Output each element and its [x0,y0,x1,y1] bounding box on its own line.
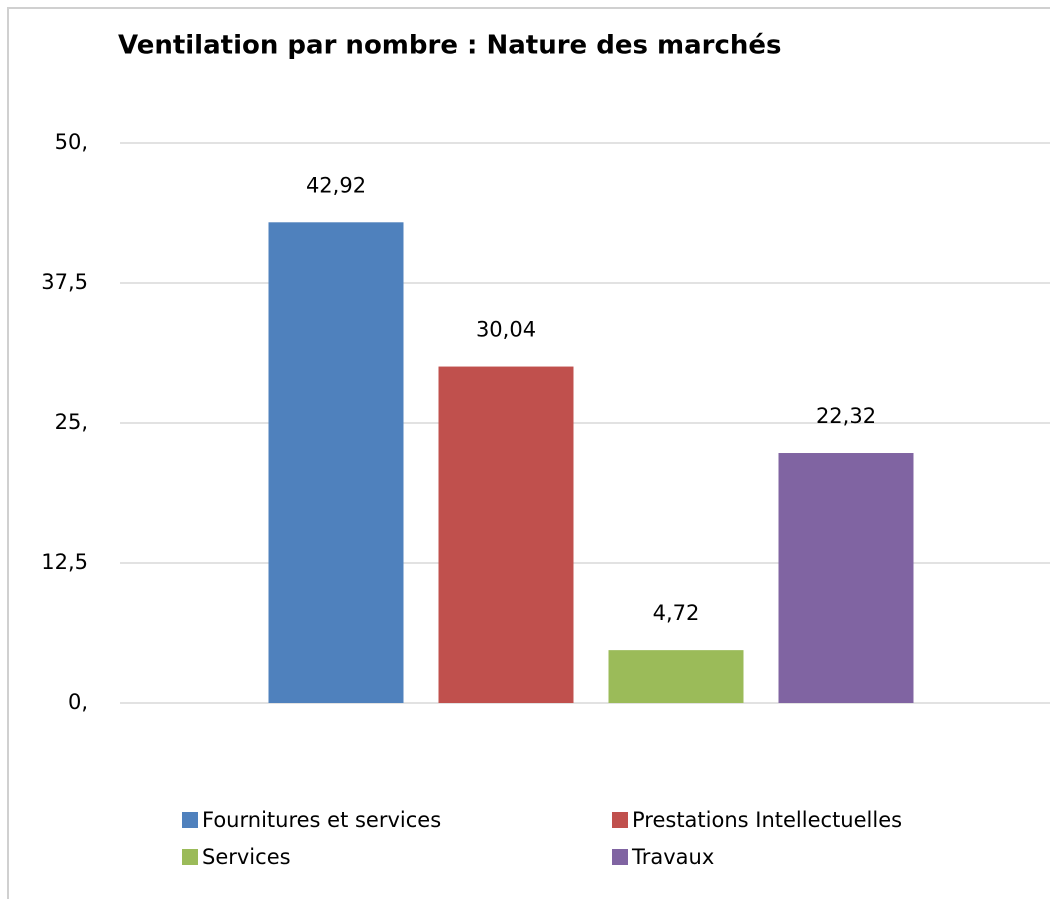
y-tick-label: 50, [55,130,88,154]
legend-label: Prestations Intellectuelles [632,808,902,832]
chart-title: Ventilation par nombre : Nature des marc… [118,31,781,61]
bar [268,222,404,703]
bar [778,453,914,703]
data-label: 22,32 [816,404,876,428]
legend-label: Fournitures et services [202,808,441,832]
y-tick-label: 12,5 [41,550,88,574]
legend-swatch [182,849,198,865]
legend-label: Services [202,845,291,869]
legend-label: Travaux [631,845,714,869]
y-tick-label: 37,5 [41,270,88,294]
data-label: 30,04 [476,318,536,342]
data-label: 4,72 [653,601,700,625]
bar [438,366,574,703]
data-label: 42,92 [306,173,366,197]
legend-swatch [182,812,198,828]
legend-swatch [612,812,628,828]
y-tick-label: 25, [55,410,88,434]
y-tick-label: 0, [68,690,88,714]
bar [608,650,744,703]
legend-swatch [612,849,628,865]
